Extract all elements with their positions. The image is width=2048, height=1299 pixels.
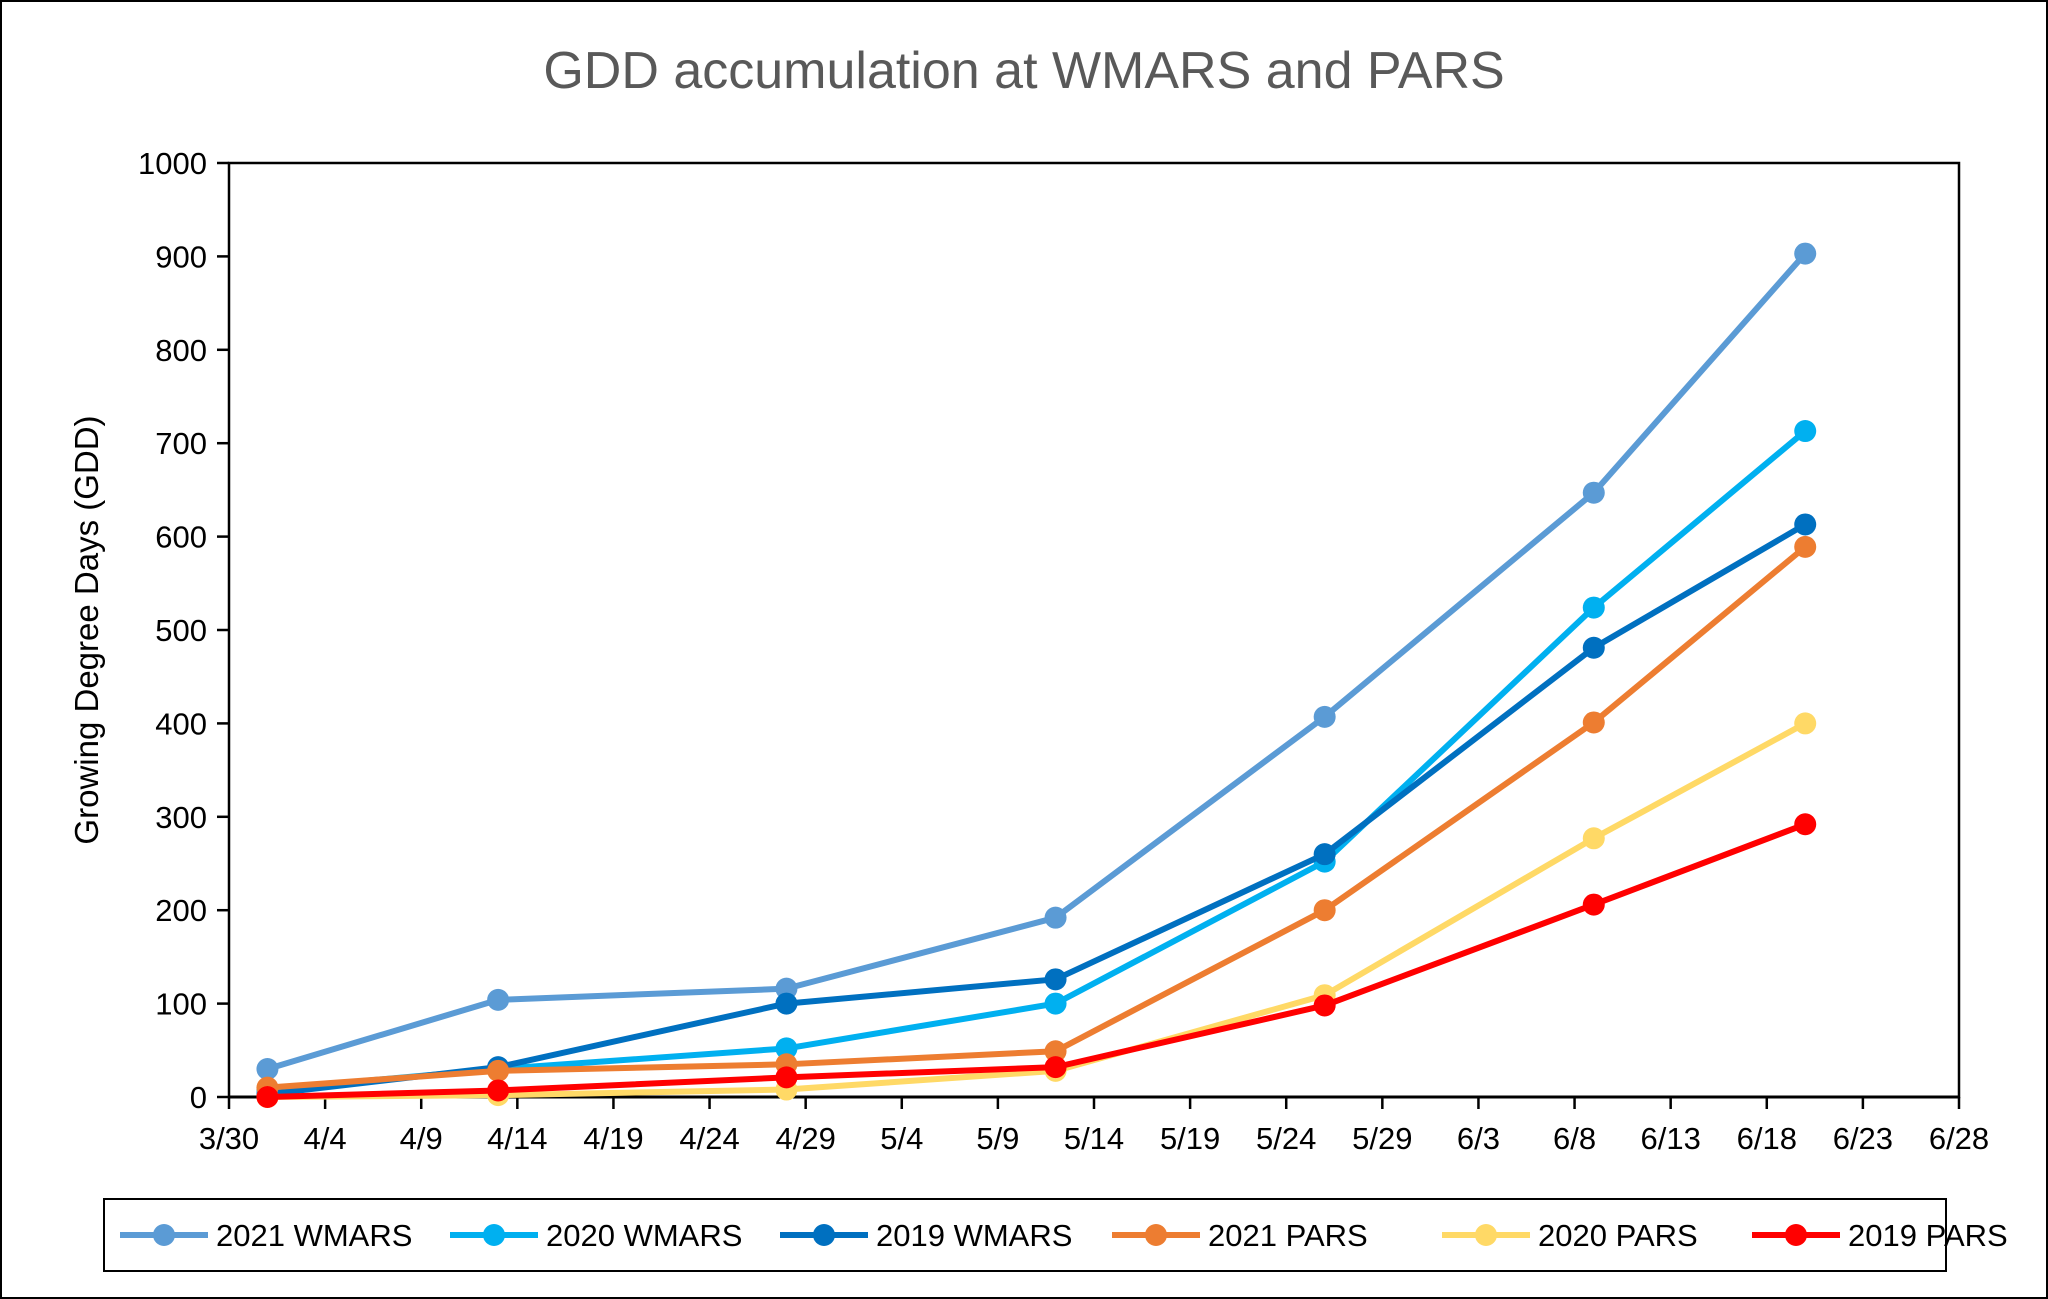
data-point (1044, 1056, 1067, 1079)
x-tick-label: 5/24 (1256, 1121, 1316, 1156)
data-point (1794, 535, 1817, 558)
x-tick-label: 6/3 (1457, 1121, 1500, 1156)
legend-label: 2020 WMARS (546, 1218, 742, 1253)
y-axis-label: Growing Degree Days (GDD) (68, 415, 105, 844)
data-point (487, 1059, 510, 1082)
legend-item: 2021 PARS (1112, 1218, 1368, 1253)
legend-item: 2019 PARS (1752, 1218, 2008, 1253)
legend-swatch-marker (483, 1224, 505, 1246)
plot-area-border (227, 161, 1961, 1099)
data-point (256, 1086, 279, 1108)
legend-item: 2019 WMARS (780, 1218, 1072, 1253)
x-tick-label: 4/9 (400, 1121, 443, 1156)
data-point (1582, 711, 1605, 734)
legend-swatch-marker (1475, 1224, 1497, 1246)
x-tick-label: 4/4 (304, 1121, 347, 1156)
x-tick-label: 4/14 (487, 1121, 547, 1156)
data-point (1582, 893, 1605, 916)
data-point (1582, 596, 1605, 619)
legend-item: 2021 WMARS (120, 1218, 412, 1253)
data-point (1582, 481, 1605, 504)
series-2021-pars (256, 535, 1817, 1099)
data-point (1044, 968, 1067, 991)
data-point (775, 1037, 798, 1060)
data-point (1313, 843, 1336, 866)
data-point (1582, 827, 1605, 850)
data-point (1313, 705, 1336, 728)
x-tick-label: 3/30 (199, 1121, 259, 1156)
legend-swatch-marker (153, 1224, 175, 1246)
legend-item: 2020 WMARS (450, 1218, 742, 1253)
y-tick-label: 700 (155, 426, 207, 461)
data-point (1794, 242, 1817, 265)
data-point (487, 988, 510, 1011)
y-tick-label: 400 (155, 706, 207, 741)
data-point (1794, 420, 1817, 443)
legend-label: 2021 WMARS (216, 1218, 412, 1253)
series-2019-wmars (256, 513, 1817, 1106)
x-tick-label: 5/19 (1160, 1121, 1220, 1156)
legend-label: 2019 WMARS (876, 1218, 1072, 1253)
data-point (775, 1066, 798, 1089)
y-tick-label: 300 (155, 800, 207, 835)
series-2019-pars (256, 813, 1817, 1108)
legend-swatch-marker (813, 1224, 835, 1246)
x-tick-label: 6/18 (1737, 1121, 1797, 1156)
data-point (1794, 813, 1817, 836)
y-tick-label: 800 (155, 333, 207, 368)
y-tick-label: 200 (155, 893, 207, 928)
x-tick-label: 5/29 (1352, 1121, 1412, 1156)
data-point (1582, 636, 1605, 659)
x-tick-label: 6/28 (1929, 1121, 1989, 1156)
x-tick-label: 6/23 (1833, 1121, 1893, 1156)
legend-item: 2020 PARS (1442, 1218, 1698, 1253)
data-point (1794, 513, 1817, 536)
x-tick-label: 6/13 (1640, 1121, 1700, 1156)
data-point (1313, 994, 1336, 1017)
legend-box (103, 1198, 1947, 1272)
data-point (1044, 1040, 1067, 1063)
y-tick-label: 100 (155, 987, 207, 1022)
x-tick-label: 4/24 (679, 1121, 739, 1156)
data-point (1794, 712, 1817, 735)
y-tick-label: 900 (155, 239, 207, 274)
x-tick-label: 4/29 (775, 1121, 835, 1156)
series-line (267, 821, 1807, 1100)
y-tick-label: 1000 (138, 146, 207, 181)
data-point (1044, 906, 1067, 929)
series-2021-wmars (256, 242, 1817, 1080)
y-tick-label: 0 (190, 1080, 207, 1115)
data-point (256, 1057, 279, 1080)
legend-label: 2019 PARS (1848, 1218, 2008, 1253)
legend-label: 2020 PARS (1538, 1218, 1698, 1253)
data-point (775, 992, 798, 1015)
data-point (1313, 899, 1336, 922)
x-tick-label: 5/14 (1064, 1121, 1124, 1156)
data-point (1044, 992, 1067, 1015)
x-tick-label: 5/9 (976, 1121, 1019, 1156)
x-tick-label: 4/19 (583, 1121, 643, 1156)
y-tick-label: 600 (155, 520, 207, 555)
x-tick-label: 5/4 (880, 1121, 923, 1156)
legend-swatch-marker (1145, 1224, 1167, 1246)
chart-title: GDD accumulation at WMARS and PARS (543, 42, 1504, 100)
data-point (487, 1079, 510, 1102)
x-tick-label: 6/8 (1553, 1121, 1596, 1156)
legend-label: 2021 PARS (1208, 1218, 1368, 1253)
legend-swatch-marker (1785, 1224, 1807, 1246)
y-tick-label: 500 (155, 613, 207, 648)
